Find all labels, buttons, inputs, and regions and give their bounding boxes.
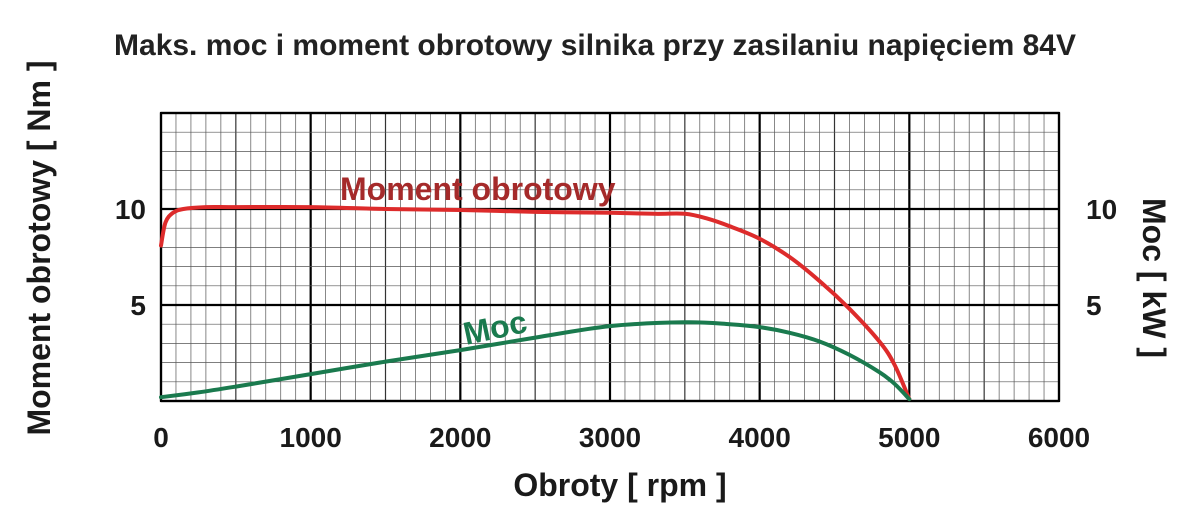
x-tick-label: 5000	[878, 422, 940, 453]
plot-frame	[159, 111, 1061, 403]
x-tick-label: 4000	[729, 422, 791, 453]
series-label-moment: Moment obrotowy	[340, 171, 616, 207]
x-tick-label: 0	[153, 422, 169, 453]
y-tick-label-left: 5	[130, 290, 146, 321]
x-tick-label: 1000	[280, 422, 342, 453]
x-tick-label: 2000	[429, 422, 491, 453]
series-line-moc	[159, 320, 912, 402]
y-axis-label-right: Moc [ kW ]	[1136, 198, 1172, 358]
x-tick-label: 6000	[1028, 422, 1090, 453]
curves	[159, 204, 912, 402]
chart-title: Maks. moc i moment obrotowy silnika przy…	[114, 29, 1076, 62]
y-tick-label-left: 10	[115, 194, 146, 225]
x-tick-label: 3000	[579, 422, 641, 453]
series-label-moc: Moc	[460, 303, 530, 352]
y-tick-label-right: 5	[1086, 290, 1102, 321]
grid	[159, 111, 1061, 403]
x-axis-label: Obroty [ rpm ]	[513, 467, 726, 503]
y-axis-label-left: Moment obrotowy [ Nm ]	[21, 60, 57, 435]
tick-labels: 0 1000 2000 3000 4000 5000 6000 5 10 5 10	[115, 194, 1117, 453]
series-line-moment	[159, 204, 912, 402]
y-tick-label-right: 10	[1086, 194, 1117, 225]
